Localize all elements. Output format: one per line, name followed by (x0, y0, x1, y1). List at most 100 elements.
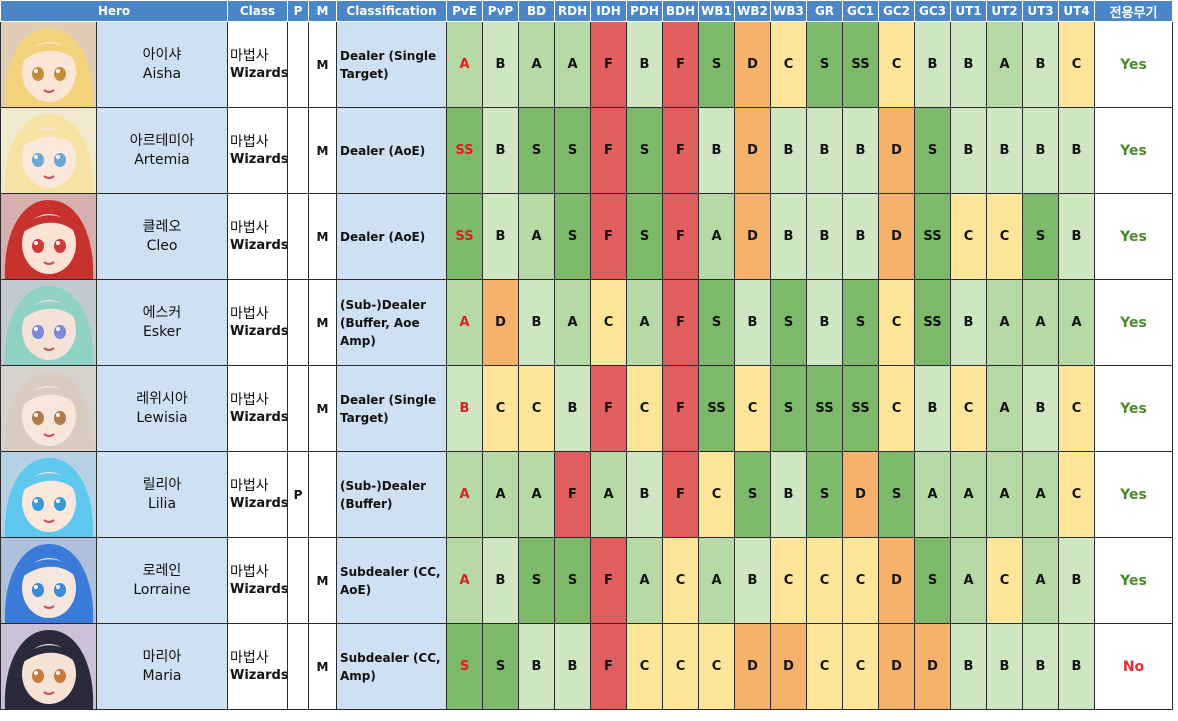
grade-cell-bdh: F (662, 193, 699, 280)
hero-portrait (0, 193, 97, 280)
grade-cell-idh: C (590, 279, 627, 366)
grade-cell-gc1: C (842, 623, 879, 710)
grade-cell-pve: S (446, 623, 483, 710)
hero-class-korean: 마법사 (230, 563, 269, 580)
hero-portrait (0, 21, 97, 108)
hero-p-cell: P (287, 451, 309, 538)
grade-cell-rdh: S (554, 537, 591, 624)
grade-cell-gc2: C (878, 21, 915, 108)
grade-cell-gc2: D (878, 193, 915, 280)
grade-cell-bdh: C (662, 623, 699, 710)
grade-cell-pdh: S (626, 107, 663, 194)
grade-cell-idh: F (590, 365, 627, 452)
header-pve: PvE (446, 0, 483, 22)
grade-cell-gr: C (806, 623, 843, 710)
grade-cell-rdh: S (554, 193, 591, 280)
hero-portrait-image (1, 624, 96, 709)
grade-cell-wb3: C (770, 21, 807, 108)
hero-m-cell: M (308, 193, 337, 280)
header-gc1: GC1 (842, 0, 879, 22)
hero-portrait (0, 537, 97, 624)
grade-cell-gc1: SS (842, 21, 879, 108)
grade-cell-ut3: S (1022, 193, 1059, 280)
hero-name-korean: 레위시아 (136, 390, 188, 407)
grade-cell-ut1: B (950, 623, 987, 710)
hero-class-cell: 마법사 Wizards (227, 279, 288, 366)
hero-portrait-image (1, 194, 96, 279)
hero-p-cell (287, 193, 309, 280)
hero-exclusive-weapon: Yes (1094, 537, 1173, 624)
grade-cell-ut3: A (1022, 537, 1059, 624)
hero-class-english: Wizards (230, 323, 288, 339)
grade-cell-ut1: B (950, 21, 987, 108)
grade-cell-ut2: C (986, 193, 1023, 280)
grade-cell-ut2: A (986, 279, 1023, 366)
grade-cell-gc3: SS (914, 193, 951, 280)
hero-name-korean: 릴리아 (142, 476, 182, 493)
header-class: Class (227, 0, 288, 22)
grade-cell-pvp: D (482, 279, 519, 366)
grade-cell-bd: S (518, 537, 555, 624)
table-row: 클레오 Cleo 마법사 Wizards M Dealer (AoE) SS B A S F S F A D… (0, 193, 1173, 280)
grade-cell-wb2: B (734, 537, 771, 624)
table-row: 아르테미아 Artemia 마법사 Wizards M Dealer (AoE) SS B S S… (0, 107, 1173, 194)
hero-class-cell: 마법사 Wizards (227, 193, 288, 280)
grade-cell-idh: A (590, 451, 627, 538)
grade-cell-wb3: B (770, 107, 807, 194)
grade-cell-ut3: B (1022, 21, 1059, 108)
grade-cell-gc1: D (842, 451, 879, 538)
grade-cell-ut4: C (1058, 451, 1095, 538)
hero-p-cell (287, 21, 309, 108)
hero-p-cell (287, 365, 309, 452)
grade-cell-ut4: C (1058, 21, 1095, 108)
grade-cell-ut3: B (1022, 365, 1059, 452)
grade-cell-wb3: B (770, 451, 807, 538)
hero-classification: Subdealer (CC, AoE) (336, 537, 447, 624)
grade-cell-gc2: S (878, 451, 915, 538)
grade-cell-wb2: D (734, 193, 771, 280)
grade-cell-pdh: S (626, 193, 663, 280)
hero-portrait-image (1, 538, 96, 623)
hero-name-english: Aisha (142, 65, 182, 82)
hero-exclusive-weapon: Yes (1094, 451, 1173, 538)
grade-cell-ut3: A (1022, 451, 1059, 538)
grade-cell-rdh: S (554, 107, 591, 194)
hero-name-cell: 클레오 Cleo (96, 193, 228, 280)
grade-cell-ut1: B (950, 279, 987, 366)
hero-portrait (0, 107, 97, 194)
grade-cell-wb3: C (770, 537, 807, 624)
grade-cell-pvp: B (482, 107, 519, 194)
hero-m-cell: M (308, 623, 337, 710)
hero-p-cell (287, 537, 309, 624)
grade-cell-bd: A (518, 21, 555, 108)
grade-cell-bdh: C (662, 537, 699, 624)
header-row: Hero Class P M Classification PvE PvP BD… (0, 0, 1173, 22)
grade-cell-gr: S (806, 21, 843, 108)
grade-cell-pve: B (446, 365, 483, 452)
grade-cell-pvp: B (482, 193, 519, 280)
grade-cell-pvp: A (482, 451, 519, 538)
hero-m-cell (308, 451, 337, 538)
grade-cell-pdh: A (626, 537, 663, 624)
hero-portrait-image (1, 280, 96, 365)
hero-portrait-image (1, 22, 96, 107)
grade-cell-gr: B (806, 107, 843, 194)
hero-portrait-image (1, 366, 96, 451)
hero-class-cell: 마법사 Wizards (227, 107, 288, 194)
hero-name-cell: 아이샤 Aisha (96, 21, 228, 108)
hero-class-korean: 마법사 (230, 649, 269, 666)
hero-class-english: Wizards (230, 151, 288, 167)
grade-cell-wb1: A (698, 537, 735, 624)
header-classification: Classification (336, 0, 447, 22)
grade-cell-idh: F (590, 623, 627, 710)
grade-cell-bd: B (518, 623, 555, 710)
grade-cell-gc3: B (914, 21, 951, 108)
header-ut3: UT3 (1022, 0, 1059, 22)
grade-cell-gc1: B (842, 193, 879, 280)
grade-cell-idh: F (590, 21, 627, 108)
grade-cell-bd: C (518, 365, 555, 452)
grade-cell-pve: SS (446, 107, 483, 194)
grade-cell-gc1: C (842, 537, 879, 624)
header-wb2: WB2 (734, 0, 771, 22)
